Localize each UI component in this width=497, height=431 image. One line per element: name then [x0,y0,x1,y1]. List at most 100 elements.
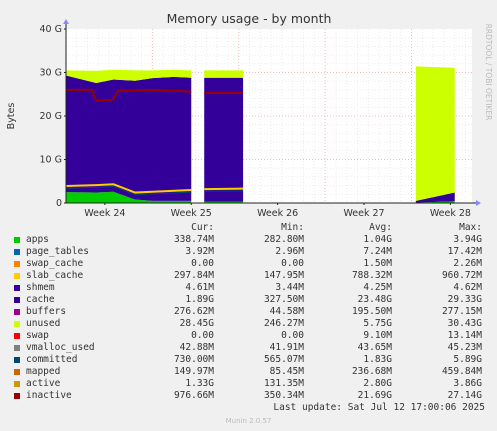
area-unused [204,70,244,78]
legend-max: 45.23M [447,342,482,353]
legend-avg: 236.68M [351,366,392,377]
legend-row-inactive: inactive 976.66M 350.34M 21.69G 27.14G [12,390,492,402]
legend-min: 85.45M [269,366,304,377]
legend-cur: 1.89G [185,294,214,305]
legend-swatch [14,249,20,255]
legend-cur: 4.61M [185,282,214,293]
legend-cur: 1.33G [185,378,214,389]
legend-min: 246.27M [263,318,304,329]
chart: Memory usage - by month Bytes RRDTOOL / … [6,11,493,219]
legend-cur: 42.88M [179,342,214,353]
area-cache [66,75,192,201]
y-tick-label: 10 G [40,155,62,166]
legend-min: 44.58M [269,306,304,317]
legend-avg: 9.10M [363,330,392,341]
legend-min: 147.95M [263,270,304,281]
legend-label: buffers [26,306,67,317]
legend-min: 282.80M [263,234,304,245]
legend-avg: 1.50M [363,258,392,269]
legend-swatch [14,333,20,339]
legend-min: 41.91M [269,342,304,353]
legend-avg: 4.25M [363,282,392,293]
legend-swatch [14,321,20,327]
line-slab-cache [65,183,192,194]
y-axis-arrow [63,19,69,24]
legend-swatch [14,237,20,243]
x-tick-label: Week 28 [430,208,471,219]
legend-cur: 338.74M [173,234,214,245]
legend-row-mapped: mapped 149.97M 85.45M 236.68M 459.84M [12,366,492,378]
legend-min: 131.35M [263,378,304,389]
legend-label: shmem [26,282,55,293]
legend-swatch [14,381,20,387]
legend-table: Cur: Min: Avg: Max: apps 338.74M 282.80M 1.… [12,222,492,402]
legend-cur: 149.97M [173,366,214,377]
legend-min: 565.07M [263,354,304,365]
legend-row-active: active 1.33G 131.35M 2.80G 3.86G [12,378,492,390]
legend-avg: 2.80G [363,378,392,389]
legend-avg: 7.24M [363,246,392,257]
chart-title: Memory usage - by month [167,11,332,26]
legend-min: 0.00 [281,258,304,269]
legend-label: mapped [26,366,61,377]
legend-avg: 788.32M [351,270,392,281]
legend-min: 0.00 [281,330,304,341]
legend-label: unused [26,318,61,329]
x-tick-label: Week 27 [343,208,384,219]
legend-label: slab_cache [26,270,84,281]
legend-avg: 5.75G [363,318,392,329]
y-tick-label: 30 G [40,68,62,79]
legend-row-swap_cache: swap_cache 0.00 0.00 1.50M 2.26M [12,258,492,270]
legend-min: 2.96M [275,246,304,257]
x-tick-label: Week 24 [84,208,125,219]
legend-swatch [14,261,20,267]
legend-avg: 1.04G [363,234,392,245]
legend-max: 3.86G [453,378,482,389]
y-tick-label: 0 [56,198,62,209]
munin-version: Munin 2.0.57 [225,417,272,425]
legend-label: inactive [26,390,72,401]
area-cache [204,77,244,202]
legend-max: 4.62M [453,282,482,293]
legend-swatch [14,357,20,363]
legend-cur: 976.66M [173,390,214,401]
x-tick-label: Week 26 [257,208,298,219]
col-avg: Avg: [369,222,392,233]
series-lines [65,88,244,196]
col-cur: Cur: [191,222,214,233]
legend-label: page_tables [26,246,89,257]
line-inactive [66,88,192,102]
legend-label: cache [26,294,55,305]
legend-row-committed: committed 730.00M 565.07M 1.83G 5.89G [12,354,492,366]
legend-avg: 1.83G [363,354,392,365]
legend-label: active [26,378,61,389]
rrdtool-credit: RRDTOOL / TOBI OETIKER [484,24,493,121]
legend-swatch [14,273,20,279]
legend-max: 30.43G [447,318,482,329]
legend-max: 13.14M [447,330,482,341]
legend-swatch [14,297,20,303]
legend-max: 960.72M [441,270,482,281]
x-tick-label: Week 25 [171,208,212,219]
legend-min: 3.44M [275,282,304,293]
legend-swatch [14,309,20,315]
legend-label: vmalloc_used [26,342,95,353]
col-min: Min: [281,222,304,233]
area-unused [66,69,192,83]
axes: 0 10 G 20 G 30 G 40 G Week 24 Week 25 Week 26 We… [40,19,481,219]
legend-min: 327.50M [263,294,304,305]
legend-label: apps [26,234,49,245]
legend-swatch [14,369,20,375]
legend-avg: 195.50M [351,306,392,317]
legend-max: 17.42M [447,246,482,257]
legend-max: 29.33G [447,294,482,305]
legend-min: 350.34M [263,390,304,401]
legend-rows: apps 338.74M 282.80M 1.04G 3.94G page_tables 3… [12,234,492,402]
legend-cur: 276.62M [173,306,214,317]
legend-swatch [14,345,20,351]
legend-row-unused: unused 28.45G 246.27M 5.75G 30.43G [12,318,492,330]
legend-cur: 28.45G [179,318,214,329]
legend-swatch [14,393,20,399]
legend-row-vmalloc_used: vmalloc_used 42.88M 41.91M 43.65M 45.23M [12,342,492,354]
legend-cur: 297.84M [173,270,214,281]
